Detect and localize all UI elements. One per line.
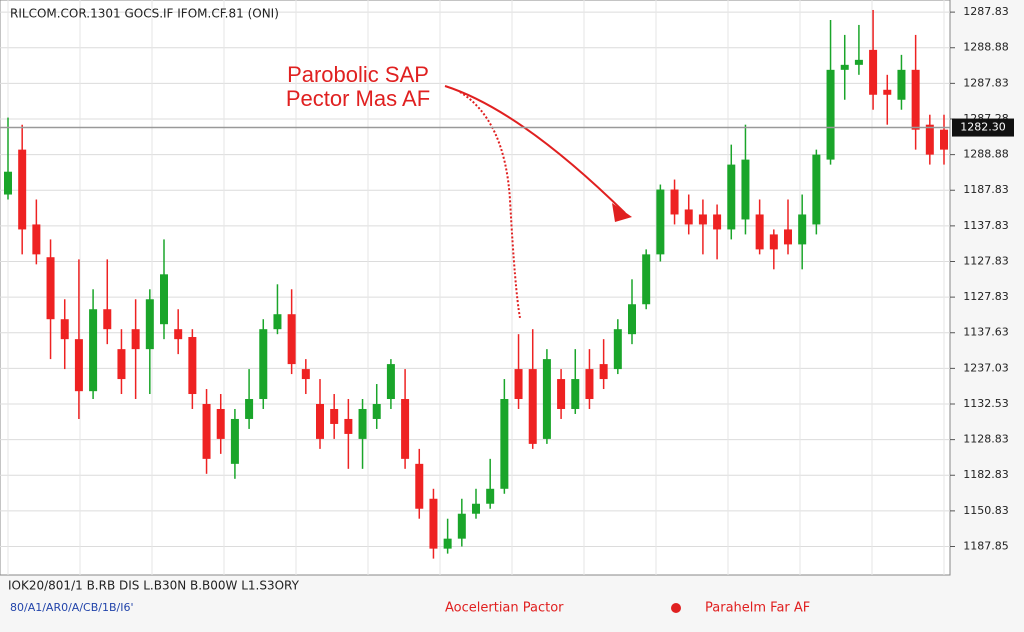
candle-body xyxy=(358,408,367,439)
candle-body xyxy=(429,498,438,549)
candle-body xyxy=(18,149,27,230)
candle-body xyxy=(571,379,580,409)
candles xyxy=(4,9,948,559)
candle-body xyxy=(784,229,792,245)
candle-body xyxy=(514,369,523,400)
y-tick-label: 1132.53 xyxy=(963,397,1009,410)
candle-body xyxy=(542,359,551,439)
candle-body xyxy=(443,538,452,549)
candle-body xyxy=(798,214,807,245)
candle-body xyxy=(599,364,608,380)
y-tick-label: 1128.83 xyxy=(963,433,1009,446)
candle-body xyxy=(32,224,41,255)
annotation-arrow xyxy=(444,85,626,214)
candle-body xyxy=(755,214,764,250)
legend-label: Parahelm Far AF xyxy=(705,601,810,616)
candle-body xyxy=(131,329,140,350)
y-tick-label: 1187.85 xyxy=(963,539,1009,552)
candle-body xyxy=(60,319,69,340)
candle-body xyxy=(613,329,622,370)
candle-body xyxy=(117,349,126,380)
y-tick-label: 1137.63 xyxy=(963,326,1009,339)
candle-body xyxy=(684,209,693,225)
candle-body xyxy=(713,214,722,230)
candle-body xyxy=(925,124,934,155)
candle-body xyxy=(940,129,948,150)
candle-body xyxy=(259,329,268,400)
candle-body xyxy=(301,369,310,380)
candle-body xyxy=(202,403,211,459)
candle-body xyxy=(741,159,750,220)
candle-body xyxy=(585,369,594,400)
y-tick-label: 1150.83 xyxy=(963,504,1009,517)
price-box xyxy=(952,118,1014,137)
candle-body xyxy=(401,399,410,459)
candle-body xyxy=(160,274,168,325)
annotation-pointer xyxy=(459,91,521,319)
candle-body xyxy=(330,408,339,424)
candle-body xyxy=(656,189,665,255)
candle-body xyxy=(472,503,480,514)
candle-body xyxy=(883,89,892,95)
y-tick-label: 1127.83 xyxy=(963,290,1009,303)
candle-body xyxy=(500,399,509,489)
candle-body xyxy=(670,189,679,215)
candle-body xyxy=(216,408,225,439)
candle-body xyxy=(812,154,821,225)
candle-body xyxy=(826,69,835,160)
y-tick-label: 1237.03 xyxy=(963,361,1009,374)
footer-text: IOK20/801/1 B.RB DIS L.B30N B.B00W L1.S3… xyxy=(8,579,300,593)
candle-body xyxy=(4,171,12,195)
arrow-head xyxy=(612,203,632,222)
footer-text: 80/A1/AR0/A/CB/1B/I6' xyxy=(10,601,134,614)
candle-body xyxy=(628,304,636,335)
candle-body xyxy=(89,309,98,392)
y-tick-label: 1137.83 xyxy=(963,219,1009,232)
candle-body xyxy=(74,339,83,392)
candle-body xyxy=(316,403,324,439)
candle-body xyxy=(897,69,906,100)
candle-body xyxy=(344,418,353,434)
candle-body xyxy=(769,234,778,250)
candle-body xyxy=(457,513,466,539)
y-tick-label: 1187.83 xyxy=(963,183,1009,196)
candle-body xyxy=(145,299,154,350)
candle-body xyxy=(188,337,197,395)
candle-body xyxy=(557,379,566,409)
candle-body xyxy=(528,369,537,444)
candle-body xyxy=(486,488,495,504)
header: RILCOM.COR.1301 GOCS.IF IFOM.CF.81 (ONI) xyxy=(10,7,279,21)
y-tick-label: 1287.83 xyxy=(963,5,1009,18)
legend-label: Aocelertian Pactor xyxy=(445,601,564,616)
annotation: Pector Mas AF xyxy=(286,86,430,111)
candle-body xyxy=(698,214,707,225)
candle-body xyxy=(869,49,878,95)
candle-body xyxy=(854,59,863,65)
candle-body xyxy=(642,254,651,305)
candle-body xyxy=(386,364,395,400)
price-label: 1282.30 xyxy=(960,121,1006,134)
candle-body xyxy=(727,164,736,230)
candle-body xyxy=(911,69,920,130)
candle-body xyxy=(230,418,239,464)
candle-body xyxy=(273,314,282,330)
candle-body xyxy=(103,309,112,330)
y-tick-label: 1287.83 xyxy=(963,76,1009,89)
candle-body xyxy=(174,329,183,340)
y-tick-label: 1182.83 xyxy=(963,468,1009,481)
y-tick-label: 1127.83 xyxy=(963,254,1009,267)
annotation: Parobolic SAP xyxy=(287,62,429,87)
candle-body xyxy=(372,403,381,419)
y-tick-label: 1288.88 xyxy=(963,41,1009,54)
candle-body xyxy=(840,64,849,70)
candle-body xyxy=(46,257,55,320)
plot-area xyxy=(0,0,951,576)
legend-marker xyxy=(671,603,681,613)
candle-body xyxy=(245,399,254,419)
y-tick-label: 1288.88 xyxy=(963,148,1009,161)
candle-body xyxy=(415,463,424,509)
candle-body xyxy=(287,314,296,365)
